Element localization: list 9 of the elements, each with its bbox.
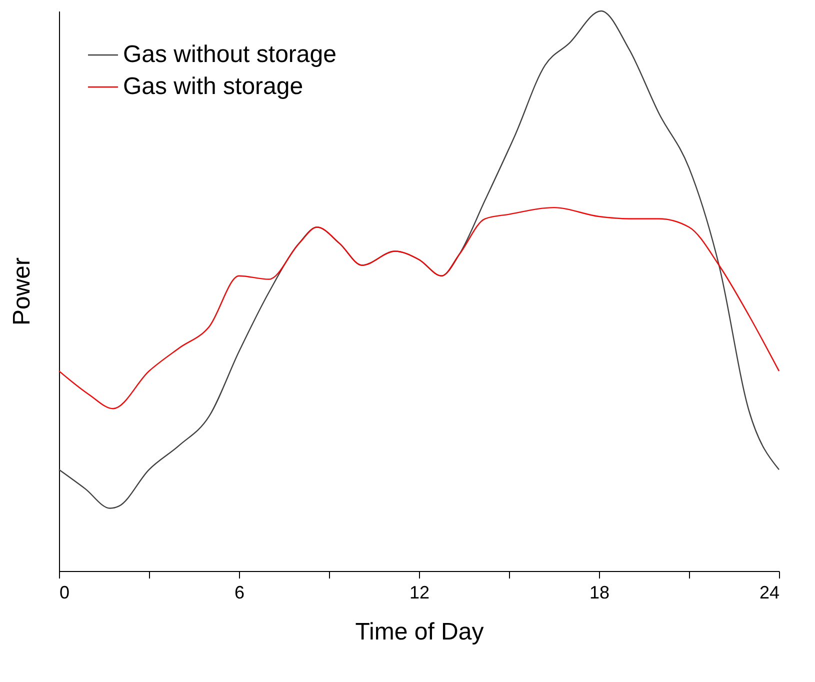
x-tick-label: 0 <box>60 582 70 602</box>
x-axis-title: Time of Day <box>355 618 484 646</box>
legend-label: Gas without storage <box>123 41 336 68</box>
x-tick-label: 24 <box>759 582 780 602</box>
x-tick-label: 12 <box>409 582 430 602</box>
y-axis-title: Power <box>8 257 36 326</box>
x-tick-label: 6 <box>234 582 245 602</box>
x-tick-label: 18 <box>589 582 610 602</box>
legend-label: Gas with storage <box>123 73 304 100</box>
